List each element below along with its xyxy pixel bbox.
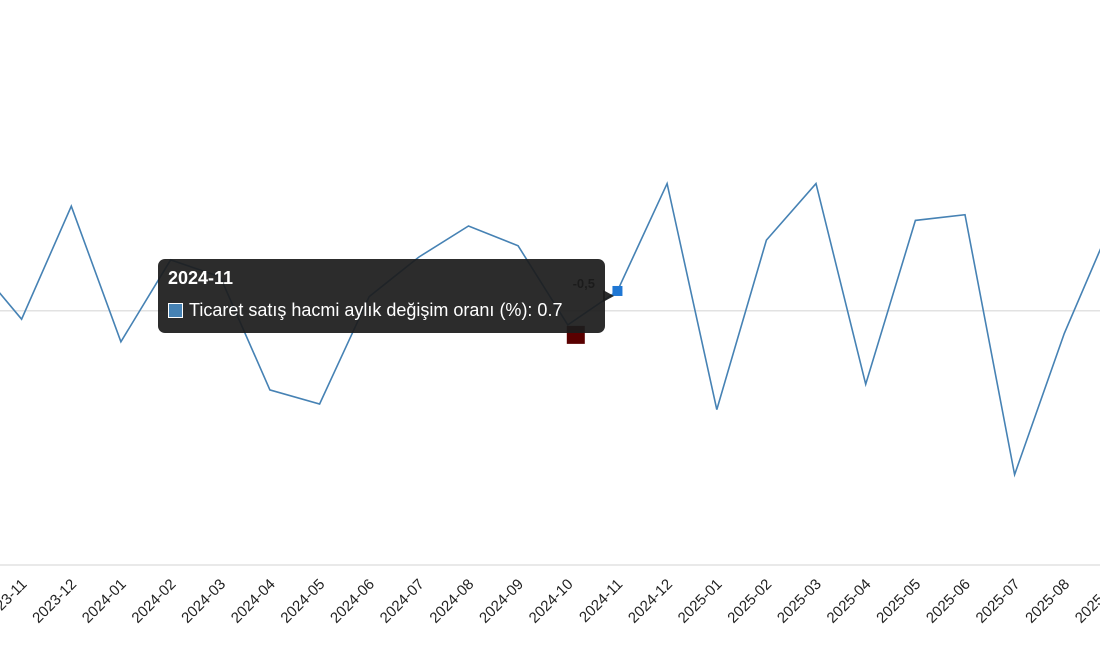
x-tick-label: 2025-02 <box>724 576 775 627</box>
x-tick-label: 2024-05 <box>277 576 328 627</box>
tooltip-caret <box>603 290 614 302</box>
x-tick-label: 2024-09 <box>476 576 527 627</box>
active-point[interactable] <box>612 285 623 296</box>
x-tick-label: 2025-01 <box>675 576 726 627</box>
x-tick-label: 2025-08 <box>1022 576 1073 627</box>
x-tick-label: 2023-11 <box>0 576 30 626</box>
x-tick-label: 2024-12 <box>625 576 676 627</box>
x-tick-label: 2025-04 <box>824 576 875 627</box>
tooltip-row-label: Ticaret satış hacmi aylık değişim oranı … <box>189 300 563 320</box>
tooltip-title: 2024-11 <box>168 268 234 288</box>
tooltip-swatch <box>168 302 183 318</box>
x-tick-label: 2023-12 <box>29 576 80 627</box>
x-tick-label: 2024-06 <box>327 576 378 627</box>
x-tick-label: 2025-06 <box>923 576 974 627</box>
x-tick-label: 2024-08 <box>426 576 477 627</box>
x-tick-label: 2025-03 <box>774 576 825 627</box>
x-tick-label: 2024-02 <box>128 576 179 627</box>
x-tick-label: 2024-04 <box>228 576 279 627</box>
x-axis-ticks: 2023-112023-122024-012024-022024-032024-… <box>0 576 1100 627</box>
x-tick-label: 2025-09 <box>1072 576 1100 627</box>
tooltip: 2024-11 Ticaret satış hacmi aylık değişi… <box>158 259 605 333</box>
x-tick-label: 2025-07 <box>973 576 1024 627</box>
x-tick-label: 2024-10 <box>526 576 577 627</box>
tooltip-row: Ticaret satış hacmi aylık değişim oranı … <box>168 299 595 321</box>
x-tick-label: 2024-03 <box>178 576 229 627</box>
x-tick-label: 2024-01 <box>79 576 130 627</box>
x-tick-label: 2024-07 <box>377 576 428 627</box>
x-tick-label: 2025-05 <box>873 576 924 627</box>
x-tick-label: 2024-11 <box>576 576 626 626</box>
